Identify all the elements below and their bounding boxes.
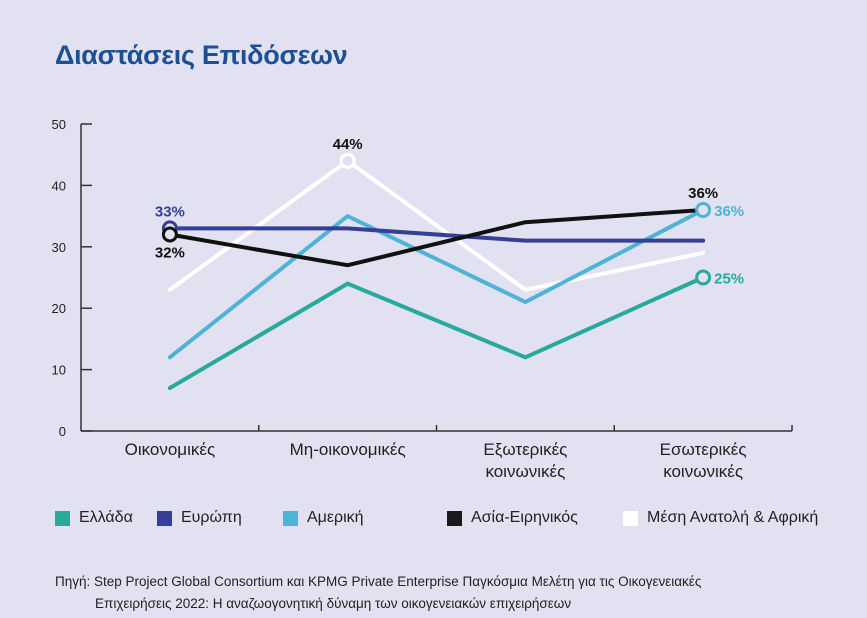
series-lines <box>167 158 706 391</box>
y-tick-label: 50 <box>52 117 66 132</box>
legend-swatch-asia-pacific <box>447 510 462 526</box>
legend-label: Μέση Ανατολή & Αφρική <box>647 509 819 526</box>
legend-swatch-europe <box>157 510 172 526</box>
data-point-marker <box>695 269 712 286</box>
y-tick-label: 10 <box>52 363 66 378</box>
x-category-label: κοινωνικές <box>485 462 565 481</box>
legend-label: Αμερική <box>307 509 364 526</box>
legend: Ελλάδα Ευρώπη Αμερική Ασία-Ειρηνικός Μέσ… <box>55 509 855 531</box>
data-label: 25% <box>714 271 744 288</box>
legend-item-asia-pacific: Ασία-Ειρηνικός <box>447 509 578 527</box>
legend-item-middle-east-africa: Μέση Ανατολή & Αφρική <box>623 509 818 527</box>
data-label: 44% <box>333 136 363 153</box>
x-category-label: Οικονομικές <box>125 440 216 459</box>
data-point-marker <box>695 201 712 218</box>
y-tick-label: 40 <box>52 178 66 193</box>
series-line-ελλάδα <box>167 275 706 391</box>
x-category-label: Εξωτερικές <box>483 440 567 459</box>
x-category-label: Εσωτερικές <box>660 440 747 459</box>
legend-label: Ευρώπη <box>181 509 242 526</box>
x-category-label: κοινωνικές <box>663 462 743 481</box>
legend-swatch-greece <box>55 510 70 526</box>
legend-swatch-america <box>283 510 298 526</box>
y-tick-label: 0 <box>59 424 66 439</box>
series-line-μέση-ανατολή-αφρική <box>167 158 706 292</box>
data-labels: 33% 32% 44% 36%36% 25% <box>155 136 744 288</box>
markers <box>161 152 712 286</box>
series-line-αμερική <box>167 207 706 360</box>
line-chart: 0 10 20 30 40 50 Οικονομικές Μη-οικονομικές Εξωτ… <box>52 117 793 481</box>
data-label: 36% <box>714 203 744 220</box>
data-label: 33% <box>155 203 185 220</box>
legend-item-europe: Ευρώπη <box>157 509 242 527</box>
legend-label: Ελλάδα <box>79 509 133 526</box>
source-note: Πηγή: Step Project Global Consortium και… <box>55 571 855 615</box>
x-category-label: Μη-οικονομικές <box>290 440 406 459</box>
source-line-1: Πηγή: Step Project Global Consortium και… <box>55 574 702 589</box>
y-tick-label: 30 <box>52 240 66 255</box>
legend-swatch-middle-east-africa <box>623 510 638 526</box>
legend-item-greece: Ελλάδα <box>55 509 133 527</box>
data-point-marker <box>339 152 356 169</box>
y-tick-label: 20 <box>52 301 66 316</box>
source-line-2: Επιχειρήσεις 2022: Η αναζωογονητική δύνα… <box>95 596 572 611</box>
legend-item-america: Αμερική <box>283 509 364 527</box>
data-point-marker <box>161 226 178 243</box>
data-label: 36% <box>688 185 718 202</box>
chart-title: Διαστάσεις Επιδόσεων <box>55 40 348 70</box>
series-line-ευρώπη <box>167 226 706 243</box>
legend-label: Ασία-Ειρηνικός <box>471 509 578 526</box>
series-line-ασία-ειρηνικός <box>167 207 706 268</box>
data-label: 32% <box>155 245 185 262</box>
axes: 0 10 20 30 40 50 Οικονομικές Μη-οικονομικές Εξωτ… <box>52 117 793 481</box>
